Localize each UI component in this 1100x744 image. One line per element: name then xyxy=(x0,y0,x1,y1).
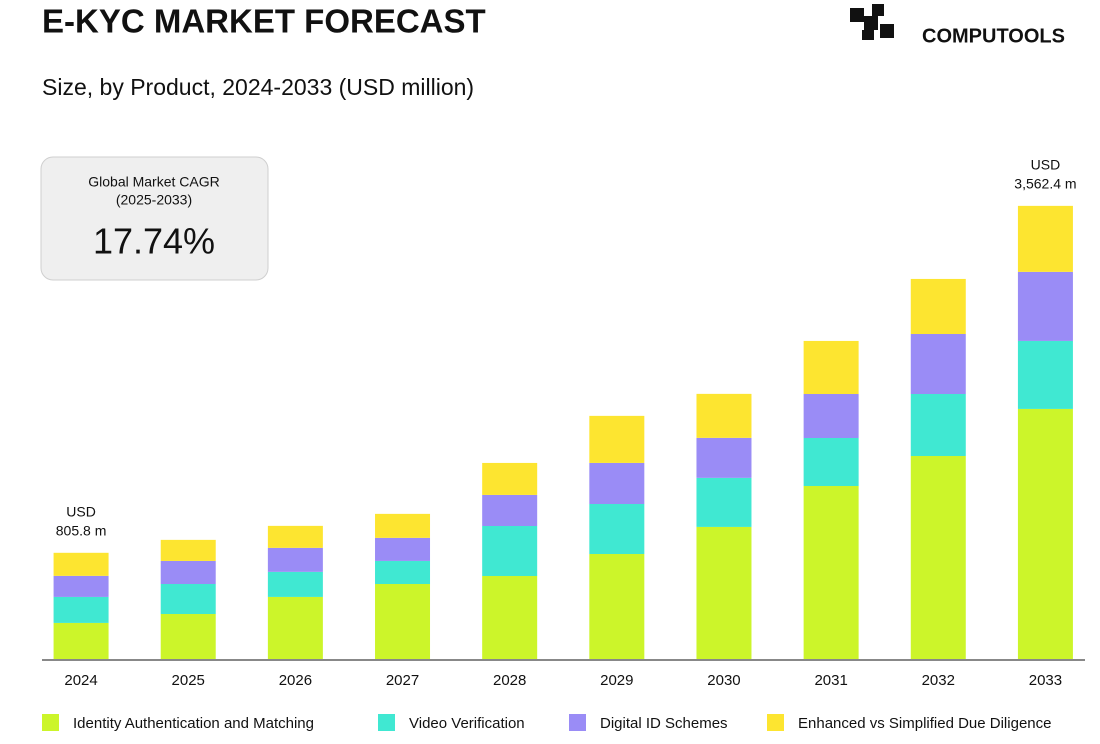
bar-segment xyxy=(803,486,859,660)
bar-segment xyxy=(267,525,323,548)
legend-label: Identity Authentication and Matching xyxy=(73,715,314,732)
bar-segment xyxy=(267,547,323,572)
cagr-period: (2025-2033) xyxy=(116,192,192,208)
bar-segment xyxy=(482,526,538,576)
bar-segment xyxy=(589,462,645,504)
bar-segment xyxy=(160,584,216,614)
bar-segment xyxy=(375,537,431,561)
x-tick-label: 2026 xyxy=(279,672,312,689)
legend-swatch xyxy=(569,714,586,731)
bar-segment xyxy=(482,576,538,660)
x-tick-label: 2025 xyxy=(172,672,205,689)
brand: COMPUTOOLS xyxy=(922,25,1065,47)
bar-segment xyxy=(910,456,966,660)
bar-segment xyxy=(910,394,966,456)
bar-segment xyxy=(160,614,216,660)
bar-segment xyxy=(267,571,323,597)
legend-label: Digital ID Schemes xyxy=(600,715,728,732)
chart-title: E-KYC MARKET FORECAST xyxy=(42,3,486,40)
x-tick-label: 2033 xyxy=(1029,672,1062,689)
x-tick-label: 2027 xyxy=(386,672,419,689)
x-tick-label: 2024 xyxy=(64,672,97,689)
bar-segment xyxy=(53,596,109,623)
bar-segment xyxy=(589,554,645,660)
cagr-value: 17.74% xyxy=(93,221,215,262)
annotation: USD xyxy=(66,504,96,520)
annotation: USD xyxy=(1031,157,1061,173)
bar-segment xyxy=(482,494,538,526)
bar-segment xyxy=(267,596,323,660)
bar-segment xyxy=(910,278,966,334)
legend-swatch xyxy=(378,714,395,731)
bar-segment xyxy=(696,393,752,438)
bar-segment xyxy=(589,415,645,463)
annotation: 805.8 m xyxy=(56,523,107,539)
bar-segment xyxy=(803,394,859,438)
bar-segment xyxy=(1017,205,1073,272)
logo xyxy=(850,4,894,40)
bar-segment xyxy=(160,539,216,561)
cagr-title: Global Market CAGR xyxy=(88,174,219,190)
bar-segment xyxy=(375,584,431,660)
bar-segment xyxy=(1017,340,1073,409)
bar-segment xyxy=(696,477,752,527)
bar-segment xyxy=(482,462,538,495)
legend-swatch xyxy=(767,714,784,731)
bar-segment xyxy=(696,526,752,660)
legend-swatch xyxy=(42,714,59,731)
bar-segment xyxy=(53,552,109,576)
bar-segment xyxy=(375,513,431,538)
bar-segment xyxy=(803,340,859,394)
cagr-box xyxy=(40,156,269,281)
bar-segment xyxy=(910,334,966,394)
x-tick-label: 2030 xyxy=(707,672,740,689)
bar-segment xyxy=(1017,271,1073,341)
x-tick-label: 2031 xyxy=(814,672,847,689)
annotation: 3,562.4 m xyxy=(1014,176,1076,192)
legend-label: Video Verification xyxy=(409,715,525,732)
x-tick-label: 2028 xyxy=(493,672,526,689)
x-tick-label: 2029 xyxy=(600,672,633,689)
bar-segment xyxy=(589,504,645,554)
legend-label: Enhanced vs Simplified Due Diligence xyxy=(798,715,1051,732)
chart-subtitle: Size, by Product, 2024-2033 (USD million… xyxy=(42,74,474,100)
bar-segment xyxy=(53,622,109,660)
bar-segment xyxy=(375,560,431,584)
bar-segment xyxy=(53,575,109,597)
bar-segment xyxy=(803,438,859,486)
x-tick-label: 2032 xyxy=(922,672,955,689)
bar-segment xyxy=(696,437,752,478)
bar-segment xyxy=(1017,408,1073,660)
bar-segment xyxy=(160,560,216,584)
